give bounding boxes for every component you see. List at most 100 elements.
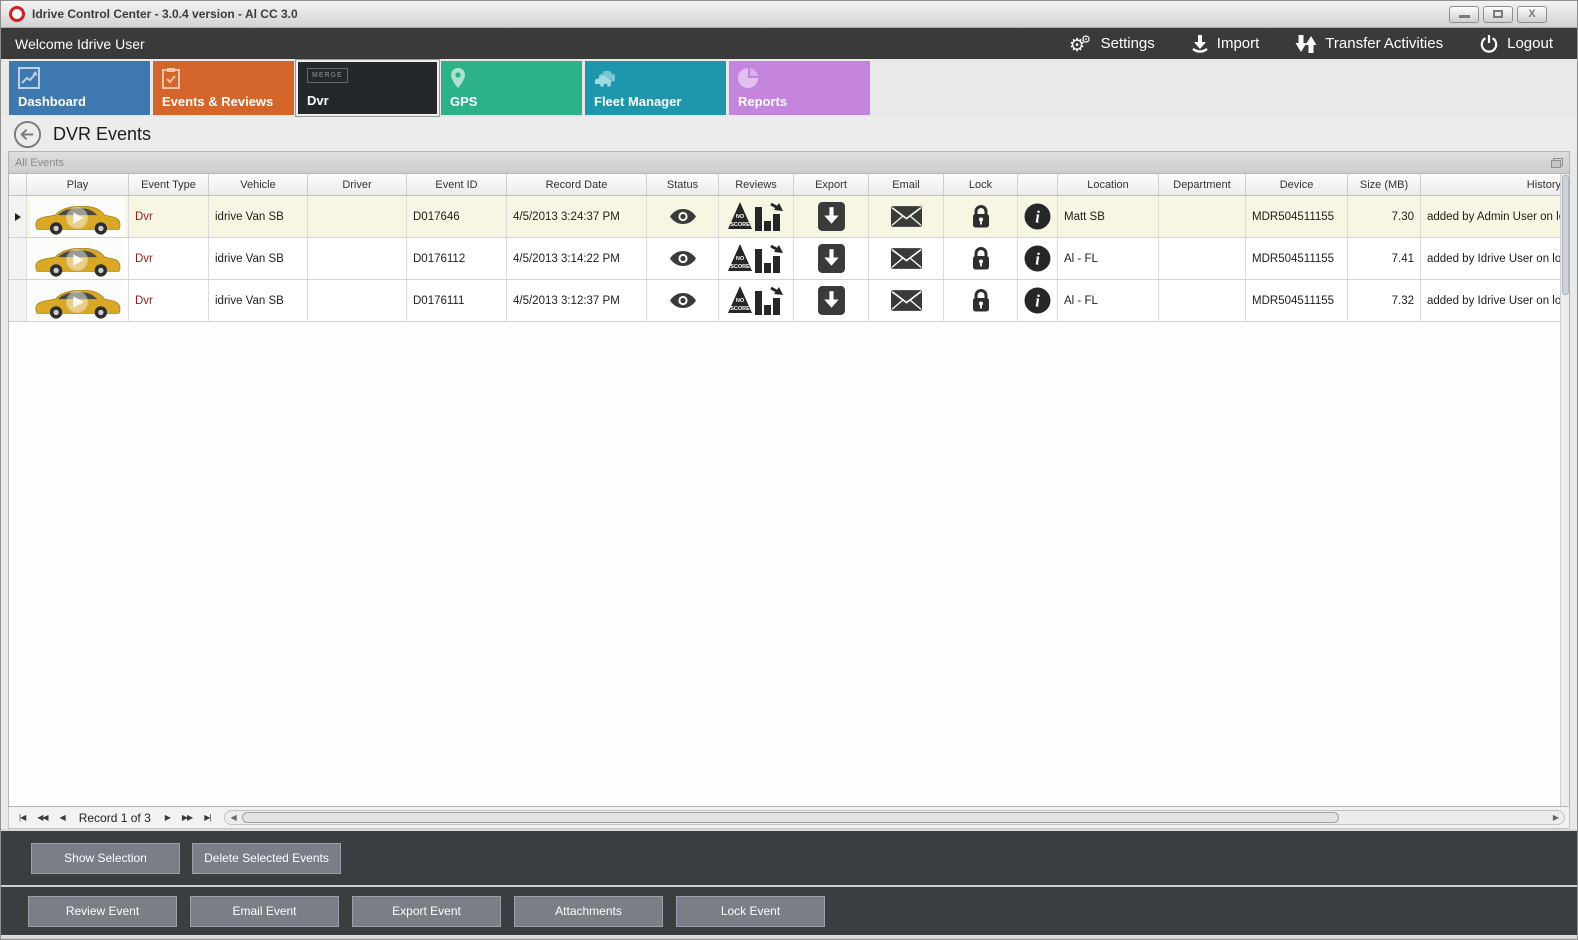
record-date-cell: 4/5/2013 3:14:22 PM [507, 238, 647, 279]
svg-text:SCORE: SCORE [730, 222, 750, 228]
reviews-button[interactable]: NO SCORE [719, 280, 794, 321]
car-play-icon [29, 196, 126, 237]
lock-event-button[interactable]: Lock Event [676, 895, 825, 927]
info-button[interactable]: i [1018, 238, 1058, 279]
export-button[interactable] [794, 280, 869, 321]
col-size[interactable]: Size (MB) [1348, 174, 1421, 196]
welcome-text: Welcome Idrive User [15, 35, 145, 52]
play-thumbnail[interactable] [27, 196, 129, 237]
col-record-date[interactable]: Record Date [507, 174, 647, 196]
table-row[interactable]: Dvr idrive Van SB D017646 4/5/2013 3:24:… [9, 196, 1569, 238]
svg-text:SCORE: SCORE [730, 264, 750, 270]
col-play[interactable]: Play [27, 174, 129, 196]
col-location[interactable]: Location [1058, 174, 1159, 196]
minimize-button[interactable] [1449, 5, 1479, 23]
play-thumbnail[interactable] [27, 238, 129, 279]
vehicle-cell: idrive Van SB [209, 280, 308, 321]
tile-gps[interactable]: GPS [441, 61, 582, 115]
next-page-button[interactable]: ▶▶ [181, 813, 193, 822]
next-record-button[interactable]: ▶ [164, 813, 171, 822]
horizontal-scrollbar-thumb[interactable] [241, 812, 1340, 823]
status-viewed-button[interactable] [647, 196, 719, 237]
tile-dvr-label: Dvr [307, 93, 329, 108]
location-cell: Matt SB [1058, 196, 1159, 237]
lock-button[interactable] [944, 280, 1018, 321]
lock-button[interactable] [944, 238, 1018, 279]
tile-reports[interactable]: Reports [729, 61, 870, 115]
play-thumbnail[interactable] [27, 280, 129, 321]
first-record-button[interactable]: |◀ [19, 813, 26, 822]
settings-button[interactable]: ⚙ ⚙ Settings [1069, 33, 1155, 55]
export-button[interactable] [794, 196, 869, 237]
last-record-button[interactable]: ▶| [204, 813, 211, 822]
device-cell: MDR504511155 [1246, 238, 1348, 279]
window-title: Idrive Control Center - 3.0.4 version - … [32, 7, 298, 21]
tile-fleet-manager[interactable]: Fleet Manager [585, 61, 726, 115]
svg-text:i: i [1035, 250, 1040, 269]
reviews-button[interactable]: NO SCORE [719, 196, 794, 237]
email-event-button[interactable]: Email Event [190, 895, 339, 927]
import-button[interactable]: Import [1191, 34, 1259, 53]
col-event-id[interactable]: Event ID [407, 174, 507, 196]
col-department[interactable]: Department [1159, 174, 1246, 196]
table-row[interactable]: Dvr idrive Van SB D0176111 4/5/2013 3:12… [9, 280, 1569, 322]
col-lock[interactable]: Lock [944, 174, 1018, 196]
col-device[interactable]: Device [1246, 174, 1348, 196]
export-button[interactable] [794, 238, 869, 279]
lock-button[interactable] [944, 196, 1018, 237]
delete-selected-events-button[interactable]: Delete Selected Events [192, 842, 341, 874]
tile-dashboard[interactable]: Dashboard [9, 61, 150, 115]
review-event-button[interactable]: Review Event [28, 895, 177, 927]
table-row[interactable]: Dvr idrive Van SB D0176112 4/5/2013 3:14… [9, 238, 1569, 280]
event-id-cell: D0176111 [407, 280, 507, 321]
show-selection-button[interactable]: Show Selection [31, 842, 180, 874]
logout-button[interactable]: Logout [1479, 34, 1553, 54]
info-button[interactable]: i [1018, 196, 1058, 237]
scroll-left-icon[interactable]: ◀ [230, 813, 237, 822]
col-driver[interactable]: Driver [308, 174, 407, 196]
col-info[interactable] [1018, 174, 1058, 196]
info-button[interactable]: i [1018, 280, 1058, 321]
col-vehicle[interactable]: Vehicle [209, 174, 308, 196]
col-export[interactable]: Export [794, 174, 869, 196]
device-cell: MDR504511155 [1246, 196, 1348, 237]
col-history[interactable]: History [1421, 174, 1569, 196]
event-id-cell: D017646 [407, 196, 507, 237]
tile-dvr[interactable]: MERGE Dvr [295, 59, 440, 117]
col-email[interactable]: Email [869, 174, 944, 196]
horizontal-scrollbar[interactable]: ◀ ▶ [224, 810, 1565, 825]
download-icon [817, 244, 845, 273]
email-button[interactable] [869, 238, 944, 279]
vertical-scrollbar[interactable] [1560, 174, 1569, 806]
maximize-button[interactable] [1483, 5, 1513, 23]
status-viewed-button[interactable] [647, 280, 719, 321]
col-reviews[interactable]: Reviews [719, 174, 794, 196]
email-button[interactable] [869, 280, 944, 321]
prev-page-button[interactable]: ◀◀ [37, 813, 48, 822]
clipboard-icon [162, 68, 180, 89]
col-status[interactable]: Status [647, 174, 719, 196]
email-button[interactable] [869, 196, 944, 237]
close-button[interactable]: X [1517, 5, 1547, 23]
event-id-cell: D0176112 [407, 238, 507, 279]
svg-text:⚙: ⚙ [1081, 34, 1091, 46]
record-count-label: Record 1 of 3 [78, 810, 151, 825]
page-title: DVR Events [53, 123, 152, 144]
attachments-button[interactable]: Attachments [514, 895, 663, 927]
col-indicator [9, 174, 27, 196]
tile-events-reviews[interactable]: Events & Reviews [153, 61, 294, 115]
export-event-button[interactable]: Export Event [352, 895, 501, 927]
transfer-activities-button[interactable]: Transfer Activities [1295, 34, 1443, 54]
scroll-right-icon[interactable]: ▶ [1552, 813, 1559, 822]
col-event-type[interactable]: Event Type [129, 174, 209, 196]
svg-text:SCORE: SCORE [730, 306, 750, 312]
prev-record-button[interactable]: ◀ [59, 813, 66, 822]
info-icon: i [1024, 203, 1051, 230]
status-viewed-button[interactable] [647, 238, 719, 279]
event-actions-panel: Review Event Email Event Export Event At… [1, 887, 1577, 935]
back-button[interactable] [13, 120, 42, 149]
popout-icon[interactable] [1551, 157, 1563, 168]
reviews-button[interactable]: NO SCORE [719, 238, 794, 279]
row-indicator [9, 196, 27, 237]
vertical-scrollbar-thumb[interactable] [1561, 175, 1569, 295]
